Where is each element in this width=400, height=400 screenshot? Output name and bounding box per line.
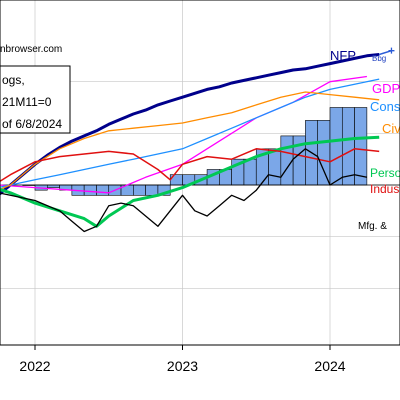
bar-2023-08	[268, 148, 282, 186]
series-label-5: Perso	[370, 166, 400, 180]
series-line-6	[0, 148, 380, 183]
series-line-5	[0, 135, 380, 228]
series-line-4	[0, 91, 380, 191]
bar-2022-06	[96, 184, 110, 196]
notes-line-1: ogs,	[2, 73, 25, 87]
watermark-text: nbrowser.com	[0, 44, 62, 55]
series-labels: NFP Bbg GDP Cons Civ Perso Indus Mfg. &	[330, 48, 400, 232]
series-label-7: Mfg. &	[358, 221, 387, 232]
series-label-4: Civ	[382, 121, 400, 136]
notes-line-3: of 6/8/2024	[2, 117, 62, 131]
bar-2024-03	[354, 107, 368, 186]
x-tick-label-2: 2024	[314, 358, 345, 374]
bar-2023-12	[317, 120, 331, 186]
plot-frame	[0, 0, 400, 346]
x-tick-label-0: 2022	[19, 358, 50, 374]
series-label-2: GDP	[372, 81, 400, 96]
line-series	[0, 47, 395, 233]
series-line-1	[378, 49, 392, 56]
bar-2023-09	[280, 135, 294, 186]
x-tick-label-1: 2023	[167, 358, 198, 374]
x-axis-ticks: 2022 2023 2024	[19, 345, 346, 374]
bar-2022-10	[145, 184, 159, 196]
bar-2022-05	[83, 184, 97, 196]
notes-box	[0, 65, 71, 134]
series-line-7	[0, 148, 368, 233]
bar-2023-06	[243, 158, 257, 186]
series-line-2	[0, 75, 367, 194]
bar-2022-09	[133, 184, 146, 196]
bar-2024-01	[329, 107, 343, 186]
series-label-1: Bbg	[372, 54, 386, 63]
series-line-3	[0, 78, 380, 188]
notes-line-2: 21M11=0	[2, 95, 52, 109]
bar-2022-12	[169, 174, 183, 186]
bbg-marker	[388, 47, 395, 54]
bar-2024-02	[341, 107, 355, 186]
series-label-3: Cons	[370, 99, 400, 114]
series-label-6: Indus	[370, 182, 399, 196]
series-label-0: NFP	[330, 48, 356, 63]
